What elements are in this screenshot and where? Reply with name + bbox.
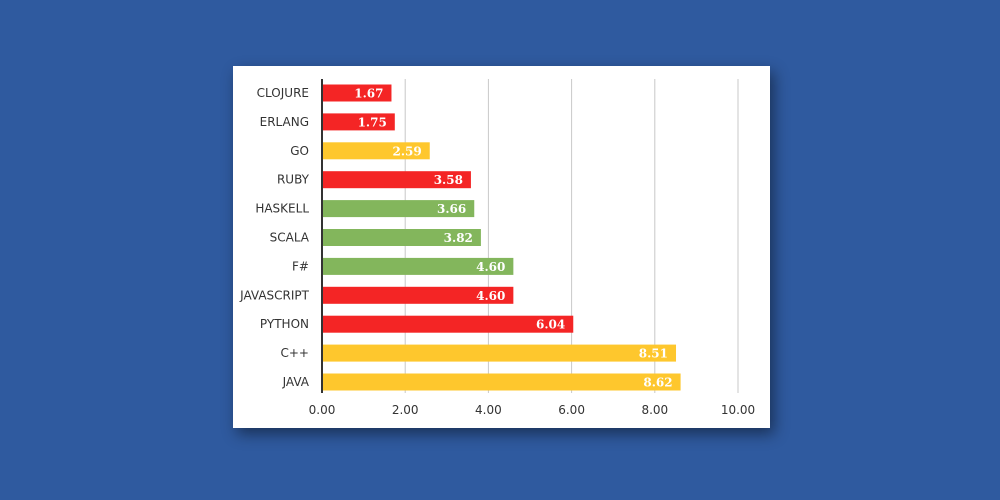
category-label: RUBY — [277, 173, 310, 187]
bar — [323, 171, 471, 189]
bar-chart: CLOJURE 1.67 ERLANG 1.75 GO 2.59 RUBY 3.58 HASKE… — [239, 79, 755, 417]
x-tick-label: 2.00 — [392, 403, 419, 417]
chart-card: CLOJURE 1.67 ERLANG 1.75 GO 2.59 RUBY 3.58 HASKE… — [233, 66, 770, 428]
category-label: JAVA — [282, 375, 310, 389]
data-label: 8.62 — [643, 376, 672, 390]
bar — [323, 373, 681, 391]
data-label: 6.04 — [536, 318, 565, 332]
bar — [323, 84, 392, 102]
data-label: 4.60 — [476, 289, 505, 303]
data-label: 1.75 — [358, 115, 387, 129]
bar — [323, 113, 395, 131]
bar — [323, 344, 677, 362]
bar — [323, 315, 574, 333]
bar — [323, 286, 514, 304]
data-label: 3.66 — [437, 202, 466, 216]
x-tick-label: 0.00 — [309, 403, 336, 417]
category-label: C++ — [281, 346, 310, 360]
category-label: PYTHON — [260, 317, 309, 331]
bar — [323, 257, 514, 275]
x-tick-label: 8.00 — [641, 403, 668, 417]
data-label: 1.67 — [354, 87, 383, 101]
category-label: ERLANG — [260, 115, 309, 129]
category-label: JAVASCRIPT — [239, 288, 310, 302]
x-tick-label: 10.00 — [721, 403, 755, 417]
data-label: 3.58 — [434, 173, 463, 187]
bar — [323, 142, 430, 160]
x-tick-label: 4.00 — [475, 403, 502, 417]
bar — [323, 200, 475, 218]
data-label: 3.82 — [444, 231, 473, 245]
category-label: HASKELL — [255, 202, 309, 216]
bar — [323, 229, 481, 246]
data-label: 2.59 — [393, 144, 422, 158]
category-label: CLOJURE — [257, 86, 309, 100]
data-label: 4.60 — [476, 260, 505, 274]
category-label: F# — [292, 259, 309, 273]
category-label: GO — [290, 144, 309, 158]
category-label: SCALA — [270, 231, 310, 245]
x-tick-label: 6.00 — [558, 403, 585, 417]
data-label: 8.51 — [639, 347, 668, 361]
